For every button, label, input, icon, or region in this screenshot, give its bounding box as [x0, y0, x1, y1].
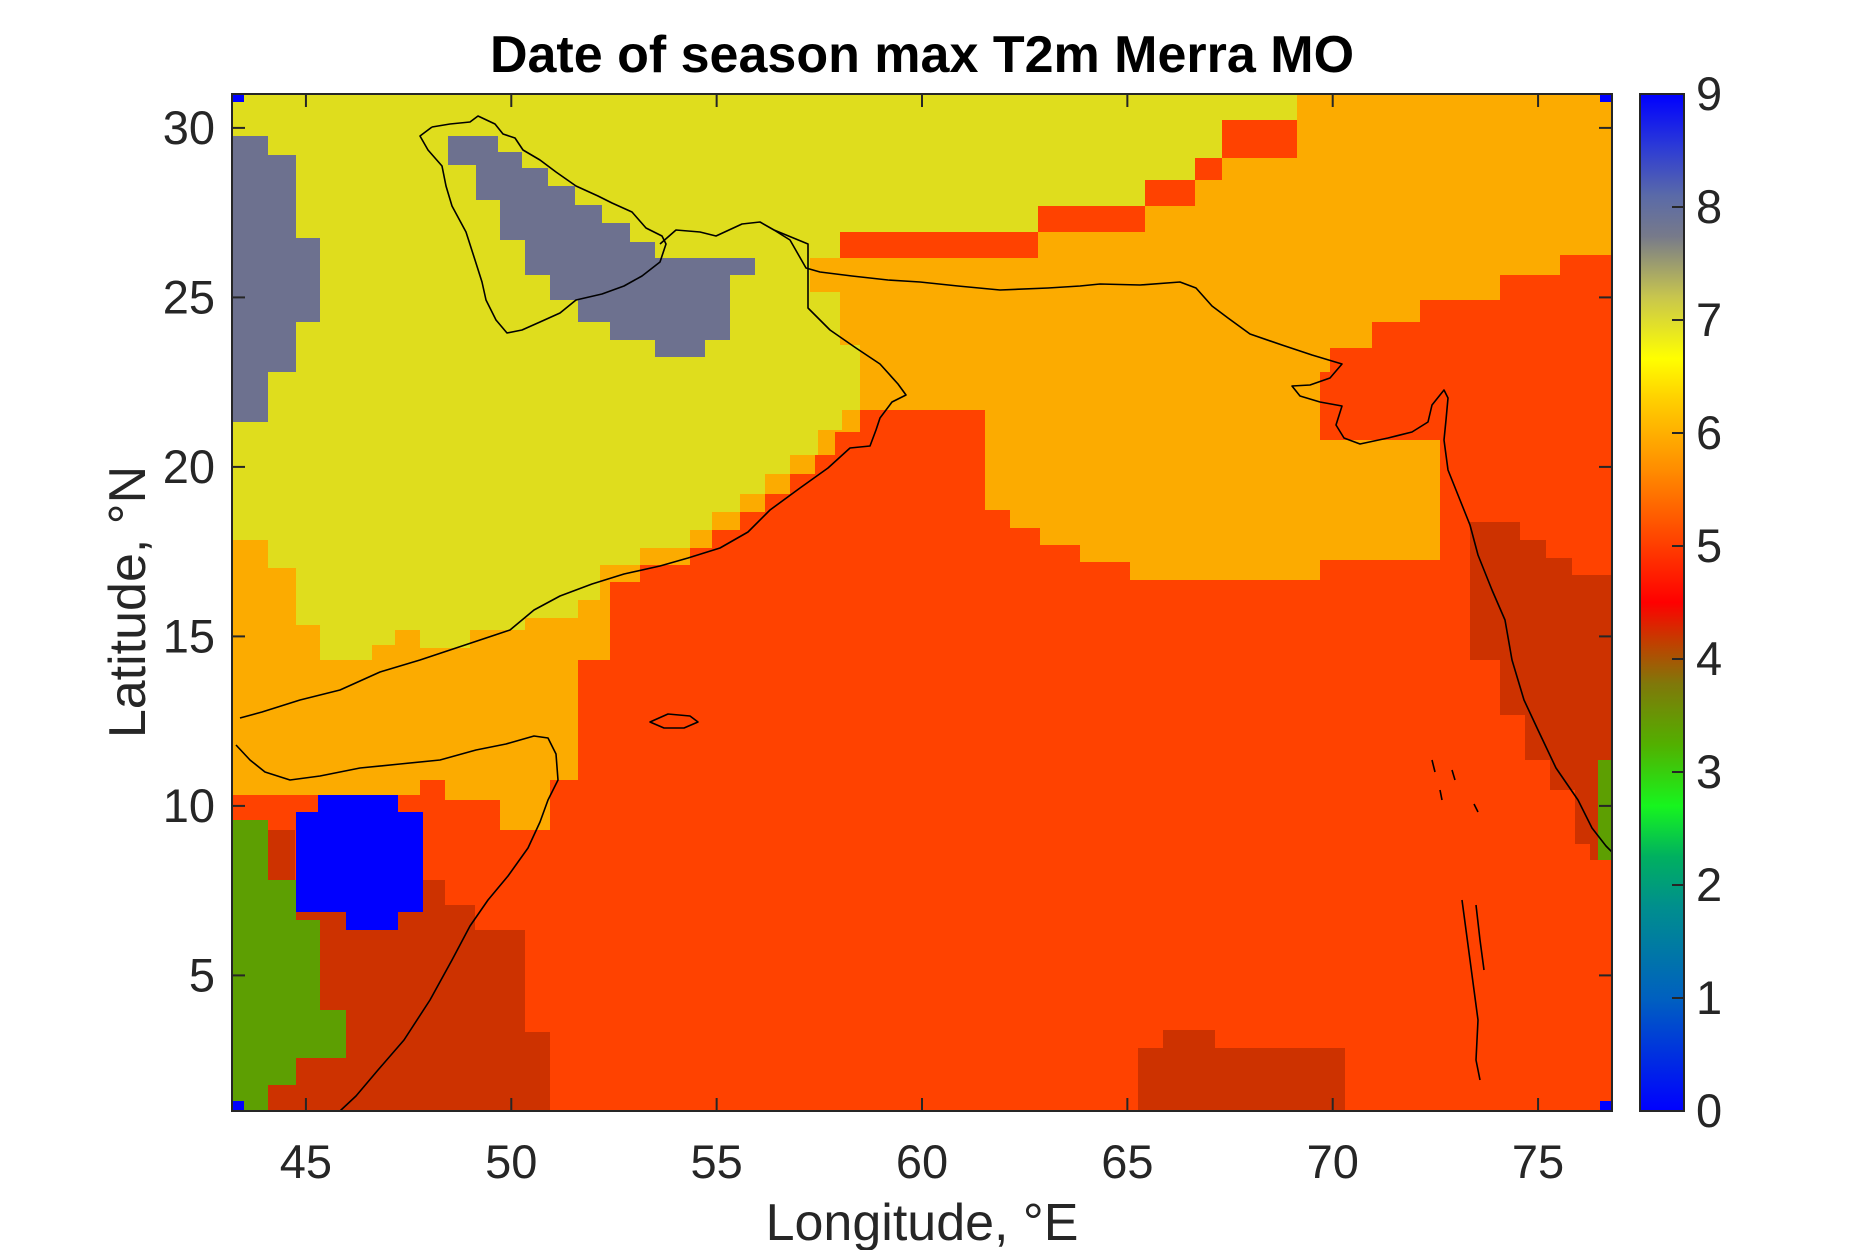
region-india-central [905, 410, 1440, 580]
y-tick-label: 20 [163, 440, 215, 493]
y-tick-label: 25 [163, 270, 215, 323]
region-india-southwest-dark [1470, 522, 1612, 860]
region-gulf-of-aden-strip [232, 540, 610, 830]
x-tick-label: 70 [1307, 1135, 1359, 1188]
x-tick-label: 60 [896, 1135, 948, 1188]
x-tick-label: 75 [1512, 1135, 1564, 1188]
colorbar-tick-label: 2 [1696, 858, 1722, 911]
x-tick-label: 50 [485, 1135, 537, 1188]
coastline-iran-pakistan-india [659, 221, 1612, 853]
x-tick-label: 55 [691, 1135, 743, 1188]
y-tick-label: 15 [163, 609, 215, 662]
x-axis-label: Longitude, °E [766, 1194, 1079, 1250]
corner-pixel-top-left [232, 94, 244, 102]
colorbar-tick-label: 8 [1696, 180, 1722, 233]
y-tick-label: 5 [189, 948, 215, 1001]
colorbar-tick-label: 1 [1696, 971, 1722, 1024]
colorbar-tick-label: 5 [1696, 519, 1722, 572]
x-tick-label: 45 [280, 1135, 332, 1188]
region-northwest-arabia-gray [232, 136, 320, 422]
coastline-islands-lakshadweep [1431, 759, 1479, 813]
coastline-somalia [235, 735, 559, 1111]
colorbar-tick-label: 0 [1696, 1084, 1722, 1137]
colorbar-tick-label: 4 [1696, 632, 1722, 685]
region-india-southwest-green [1598, 760, 1612, 860]
colorbar [1639, 93, 1685, 1112]
region-persian-gulf [448, 136, 755, 357]
region-ethiopia-green [232, 820, 346, 1111]
coastline-islands-maldives [1461, 899, 1485, 1081]
colorbar-tick-label: 6 [1696, 406, 1722, 459]
coastline-socotra [649, 713, 699, 729]
x-tick-label: 65 [1101, 1135, 1153, 1188]
colorbar-ticks: 0 1 2 3 4 5 6 7 8 9 [1672, 67, 1722, 1137]
region-north-iran-pakistan [232, 94, 1297, 292]
y-axis-ticks: 5 10 15 20 25 30 [163, 101, 1612, 1001]
corner-pixel-bottom-right [1600, 1101, 1612, 1111]
region-somalia-coast-dark [295, 880, 550, 1111]
corner-pixel-top-right [1600, 94, 1612, 102]
region-southern-sea-dark [1138, 1030, 1345, 1111]
heatmap-plot-area [232, 94, 1612, 1111]
colorbar-tick-label: 3 [1696, 745, 1722, 798]
region-ethiopia-blue [296, 795, 423, 930]
x-axis-ticks: 45 50 55 60 65 70 75 [280, 94, 1564, 1188]
y-tick-label: 10 [163, 779, 215, 832]
coastline-persian-gulf-arabia [419, 115, 667, 334]
region-pakistan-india-north [960, 94, 1612, 440]
coastlines [235, 115, 1612, 1111]
colorbar-tick-label: 7 [1696, 293, 1722, 346]
colorbar-tick-label: 9 [1696, 67, 1722, 120]
y-tick-label: 30 [163, 101, 215, 154]
corner-pixel-bottom-left [232, 1101, 244, 1111]
coastline-arabia-south [239, 229, 907, 719]
chart-title: Date of season max T2m Merra MO [490, 26, 1354, 84]
region-arabia-interior [232, 292, 860, 660]
y-axis-label: Latitude, °N [99, 466, 157, 738]
